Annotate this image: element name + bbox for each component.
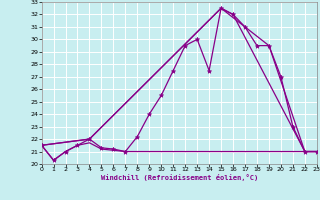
- X-axis label: Windchill (Refroidissement éolien,°C): Windchill (Refroidissement éolien,°C): [100, 174, 258, 181]
